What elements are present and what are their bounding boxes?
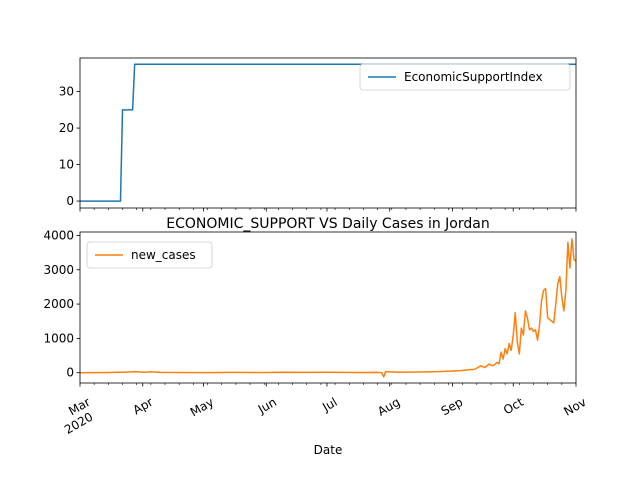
x-axis-label: Date	[314, 443, 343, 457]
chart-title: ECONOMIC_SUPPORT VS Daily Cases in Jorda…	[166, 216, 489, 232]
y-tick-label: 4000	[43, 228, 74, 242]
y-tick-label: 30	[59, 85, 74, 99]
y-tick-label: 2000	[43, 297, 74, 311]
legend-box	[86, 241, 213, 269]
legend-label: EconomicSupportIndex	[404, 70, 543, 84]
top-chart: 0 10 20 30 EconomicSupportIndex	[59, 57, 577, 212]
series-line-new_cases	[79, 238, 577, 378]
series-line-EconomicSupportIndex	[80, 63, 576, 202]
legend-box	[359, 63, 571, 91]
y-tick-label: 0	[66, 366, 74, 380]
y-tick-label: 0	[66, 194, 74, 208]
x-tick-label: Jul	[319, 395, 339, 415]
y-tick-label: 1000	[43, 331, 74, 345]
bottom-chart: ECONOMIC_SUPPORT VS Daily Cases in Jorda…	[43, 216, 588, 457]
axes-frame	[79, 231, 577, 384]
y-tick-label: 10	[59, 158, 74, 172]
axes-frame	[79, 57, 577, 209]
legend-label: new_cases	[131, 248, 196, 262]
y-tick-label: 3000	[43, 263, 74, 277]
y-tick-label: 20	[59, 121, 74, 135]
